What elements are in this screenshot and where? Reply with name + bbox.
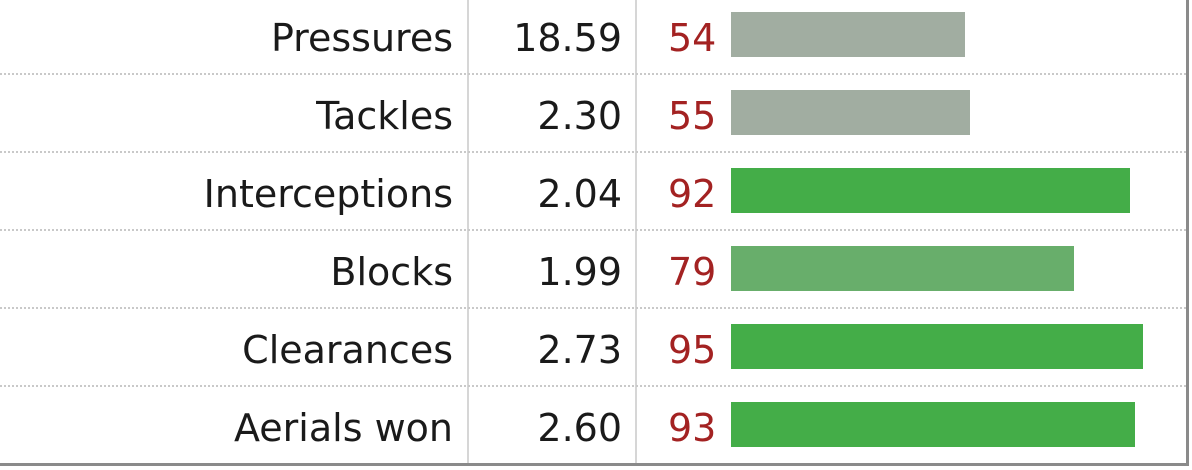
stat-name-label: Clearances [242,328,453,372]
stat-row: Pressures 18.59 54 [0,0,1186,78]
stat-name-label: Tackles [316,94,453,138]
percentile-value: 55 [668,94,717,138]
row-separator [0,307,1186,309]
stat-name-label: Pressures [270,16,453,60]
stat-row: Aerials won 2.60 93 [0,390,1186,468]
stat-row: Interceptions 2.04 92 [0,156,1186,234]
per90-value: 1.99 [537,250,622,294]
percentile-bar [731,246,1074,291]
percentile-bar [731,90,970,135]
percentile-value: 92 [668,172,717,216]
percentile-value: 79 [668,250,717,294]
table-border-right [1186,0,1189,466]
percentile-bar [731,324,1143,369]
per90-value: 2.73 [537,328,622,372]
stat-row: Clearances 2.73 95 [0,312,1186,390]
stat-row: Blocks 1.99 79 [0,234,1186,312]
column-divider [467,0,469,465]
row-separator [0,151,1186,153]
percentile-bar [731,168,1130,213]
percentile-bar [731,12,965,57]
stat-name-label: Blocks [330,250,453,294]
per90-value: 2.60 [537,406,622,450]
row-separator [0,73,1186,75]
row-separator [0,385,1186,387]
row-separator [0,229,1186,231]
per90-value: 2.30 [537,94,622,138]
percentile-value: 54 [668,16,717,60]
percentile-bar [731,402,1135,447]
stat-name-label: Aerials won [233,406,453,450]
per90-value: 18.59 [513,16,622,60]
percentile-value: 93 [668,406,717,450]
column-divider [635,0,637,465]
percentile-value: 95 [668,328,717,372]
stat-name-label: Interceptions [203,172,453,216]
stat-row: Tackles 2.30 55 [0,78,1186,156]
per90-value: 2.04 [537,172,622,216]
table-border-bottom [0,463,1189,466]
